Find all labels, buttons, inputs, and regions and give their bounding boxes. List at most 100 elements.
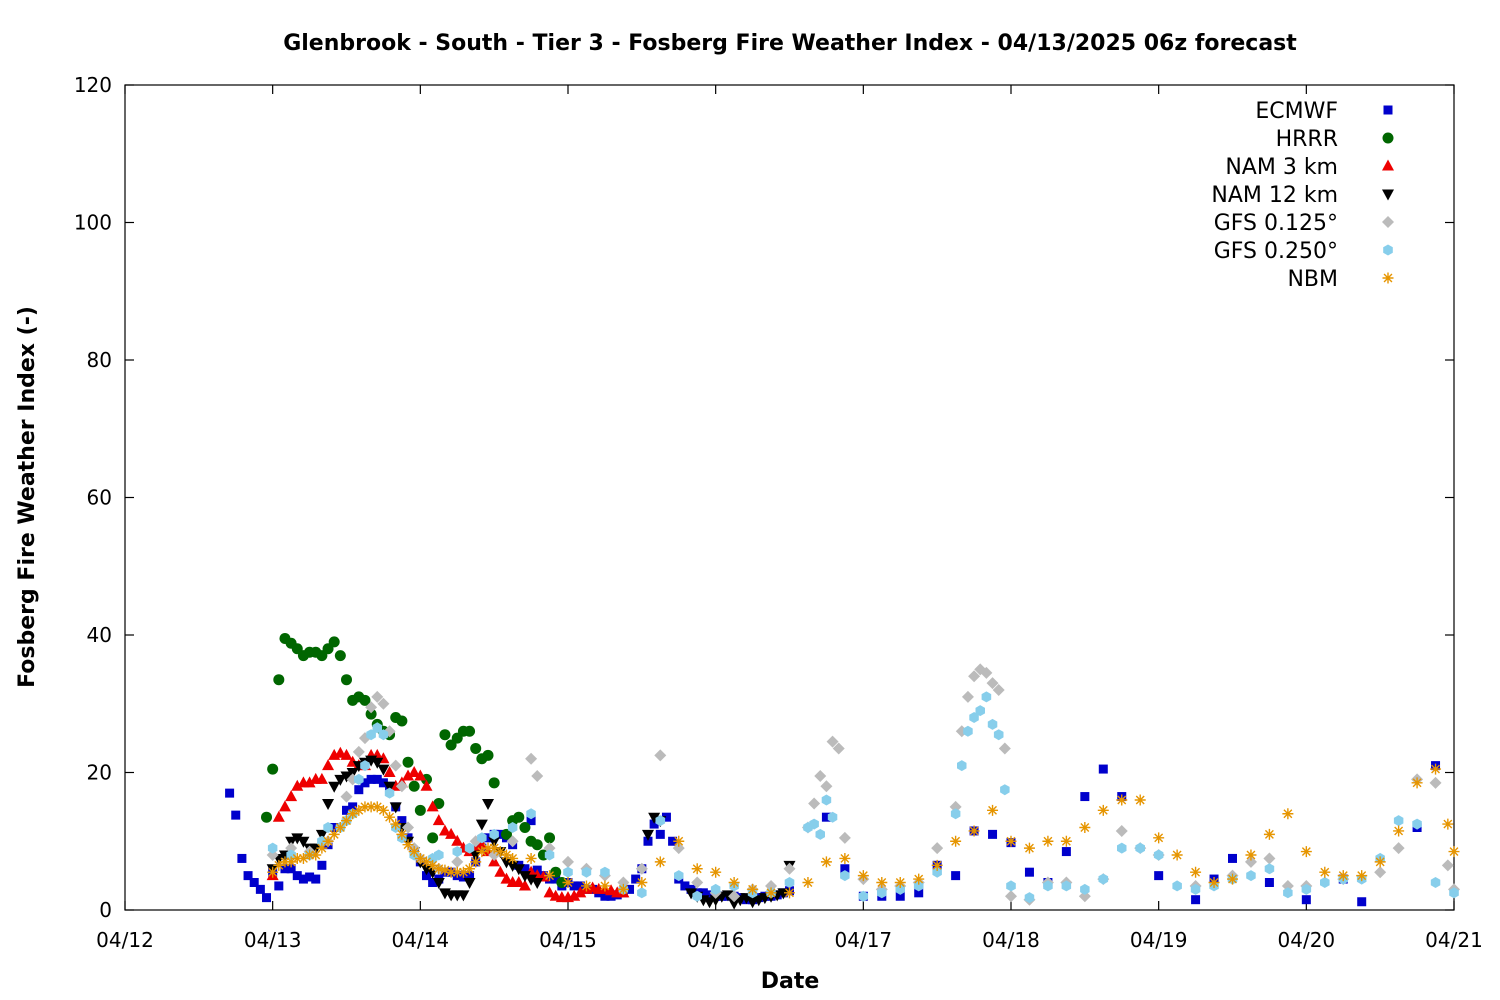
- data-point: [636, 877, 648, 888]
- data-point: [1245, 849, 1257, 861]
- data-point: [1319, 866, 1331, 878]
- data-point: [371, 801, 383, 813]
- data-point: [334, 650, 346, 662]
- data-point: [267, 866, 279, 878]
- data-point: [1357, 897, 1367, 907]
- data-point: [617, 883, 629, 895]
- data-point: [518, 871, 531, 883]
- data-point: [372, 774, 382, 784]
- data-point: [932, 866, 942, 878]
- series-4: [266, 663, 1460, 906]
- data-point: [377, 697, 390, 710]
- data-point: [360, 778, 370, 788]
- data-point: [432, 878, 445, 889]
- data-point: [428, 878, 438, 887]
- data-point: [1042, 835, 1054, 847]
- data-point: [366, 729, 376, 741]
- data-point: [315, 829, 328, 841]
- data-point: [354, 785, 364, 795]
- data-point: [310, 849, 322, 861]
- data-point: [1190, 866, 1202, 878]
- y-tick-label: 120: [74, 73, 112, 97]
- data-point: [414, 769, 427, 781]
- data-point: [384, 811, 396, 823]
- data-point: [495, 829, 505, 839]
- data-point: [986, 677, 999, 690]
- data-point: [1134, 794, 1146, 806]
- data-point: [432, 814, 445, 826]
- data-point: [273, 859, 285, 871]
- data-point: [705, 890, 715, 900]
- data-point: [575, 881, 585, 891]
- data-point: [1448, 846, 1460, 858]
- data-point: [297, 836, 310, 848]
- data-point: [322, 798, 335, 810]
- data-point: [494, 846, 506, 858]
- data-point: [827, 811, 838, 823]
- data-point: [322, 759, 335, 771]
- legend-marker: [1382, 159, 1394, 171]
- data-point: [360, 760, 370, 772]
- data-point: [1080, 792, 1090, 802]
- data-point: [568, 889, 581, 901]
- data-point: [574, 886, 587, 898]
- data-point: [512, 876, 525, 887]
- y-tick-label: 60: [87, 486, 112, 510]
- data-point: [728, 877, 740, 888]
- data-point: [1430, 763, 1442, 775]
- data-point: [1300, 846, 1312, 858]
- data-point: [445, 827, 458, 839]
- data-point: [1172, 880, 1182, 892]
- data-point: [838, 831, 851, 844]
- data-point: [279, 856, 291, 868]
- data-point: [526, 808, 536, 820]
- data-point: [581, 866, 592, 878]
- data-point: [267, 842, 278, 854]
- data-point: [692, 890, 702, 902]
- data-point: [482, 842, 494, 854]
- data-point: [389, 802, 402, 814]
- data-point: [895, 883, 905, 895]
- data-point: [249, 878, 259, 887]
- data-point: [1116, 794, 1128, 806]
- data-point: [698, 888, 708, 898]
- y-axis-label: Fosberg Fire Weather Index (-): [15, 306, 40, 688]
- data-point: [291, 779, 304, 791]
- legend-marker: [1382, 272, 1394, 284]
- data-point: [562, 877, 574, 888]
- data-point: [858, 890, 869, 902]
- data-point: [366, 774, 376, 784]
- data-point: [1154, 871, 1164, 881]
- data-point: [408, 780, 420, 792]
- data-point: [961, 690, 974, 703]
- data-point: [1263, 852, 1276, 865]
- data-point: [876, 877, 888, 888]
- data-point: [821, 794, 832, 806]
- data-point: [1006, 880, 1016, 892]
- data-point: [747, 883, 759, 895]
- data-point: [1097, 804, 1109, 816]
- data-point: [292, 871, 302, 881]
- data-point: [348, 802, 358, 812]
- data-point: [328, 828, 340, 840]
- data-point: [544, 832, 556, 844]
- data-point: [655, 815, 666, 827]
- data-point: [274, 881, 284, 891]
- data-point: [494, 865, 507, 877]
- data-point: [721, 890, 734, 902]
- legend-label: NAM 3 km: [1225, 155, 1338, 180]
- data-point: [1079, 822, 1091, 833]
- data-point: [384, 787, 395, 799]
- data-point: [599, 880, 611, 892]
- y-tick-label: 80: [87, 348, 112, 372]
- data-point: [784, 877, 795, 888]
- data-point: [1060, 835, 1072, 847]
- data-point: [414, 852, 426, 864]
- data-point: [840, 870, 850, 882]
- data-point: [563, 866, 573, 878]
- data-point: [291, 852, 303, 864]
- data-point: [439, 729, 451, 741]
- data-points: [225, 632, 1460, 910]
- data-point: [673, 835, 685, 847]
